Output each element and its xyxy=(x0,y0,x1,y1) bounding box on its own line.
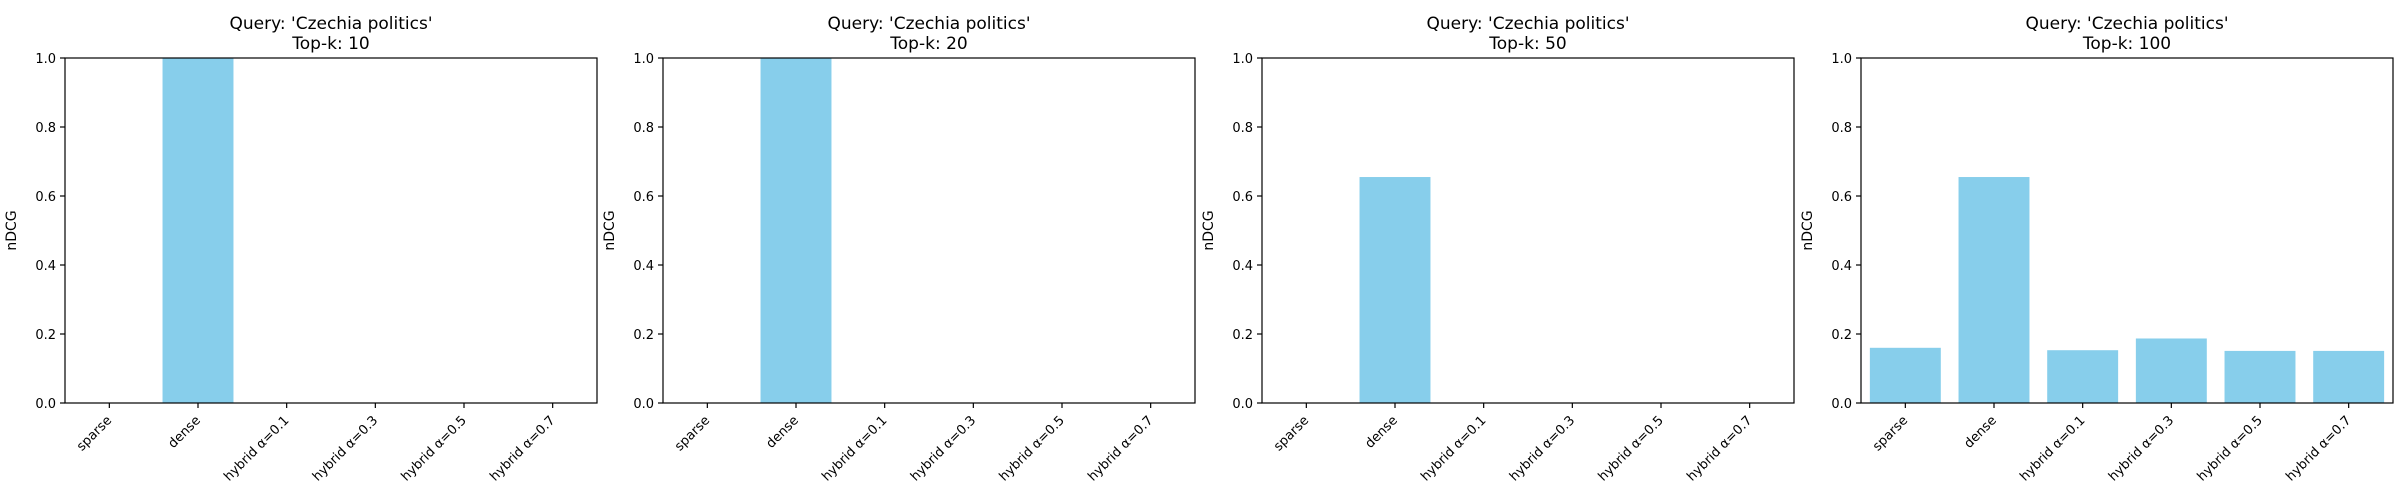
x-tick-label: hybrid α=0.3 xyxy=(908,413,979,484)
bar-4 xyxy=(2135,338,2207,403)
chart-title: Query: 'Czechia politics' xyxy=(1426,14,1629,34)
y-tick-label: 1.0 xyxy=(633,52,654,67)
y-tick-label: 0.6 xyxy=(633,190,654,205)
y-tick-label: 0.2 xyxy=(1232,328,1253,343)
x-tick-label: sparse xyxy=(1870,413,1911,454)
chart-title: Query: 'Czechia politics' xyxy=(827,14,1030,34)
axes-frame xyxy=(1860,57,2394,404)
axes-frame xyxy=(1261,57,1795,404)
bar-1 xyxy=(1869,347,1941,403)
y-tick-label: 0.4 xyxy=(633,259,654,274)
y-tick-label: 0.0 xyxy=(633,397,654,412)
y-tick-label: 0.2 xyxy=(1831,328,1852,343)
chart-panel-2: Query: 'Czechia politics'Top-k: 20 0.0 0.2… xyxy=(602,14,1196,484)
y-tick-label: 0.2 xyxy=(35,328,56,343)
chart-panel-1: Query: 'Czechia politics'Top-k: 10 0.0 0.2… xyxy=(4,14,598,484)
y-tick-label: 1.0 xyxy=(1232,52,1253,67)
y-axis-label: nDCG xyxy=(1800,210,1816,250)
bar-2 xyxy=(1958,177,2030,403)
axes-frame xyxy=(64,57,598,404)
y-tick-label: 1.0 xyxy=(1831,52,1852,67)
y-axis-label: nDCG xyxy=(4,210,20,250)
y-tick-label: 0.6 xyxy=(35,190,56,205)
y-tick-label: 0.6 xyxy=(1232,190,1253,205)
x-tick-label: hybrid α=0.5 xyxy=(1596,413,1667,484)
chart-subtitle: Top-k: 10 xyxy=(291,34,369,54)
x-tick-label: hybrid α=0.7 xyxy=(2283,413,2354,484)
bar-2 xyxy=(162,58,234,403)
x-tick-label: hybrid α=0.1 xyxy=(1418,413,1489,484)
y-tick-label: 0.4 xyxy=(35,259,56,274)
x-tick-label: dense xyxy=(763,413,801,451)
y-axis-label: nDCG xyxy=(1201,210,1217,250)
axes-frame xyxy=(662,57,1196,404)
x-tick-label: hybrid α=0.3 xyxy=(1507,413,1578,484)
y-tick-label: 0.8 xyxy=(1831,121,1852,136)
bar-5 xyxy=(2224,350,2296,403)
x-tick-label: sparse xyxy=(1271,413,1312,454)
x-tick-label: hybrid α=0.5 xyxy=(997,413,1068,484)
y-tick-label: 0.4 xyxy=(1232,259,1253,274)
x-tick-label: hybrid α=0.1 xyxy=(221,413,292,484)
x-tick-label: hybrid α=0.3 xyxy=(2106,413,2177,484)
y-axis-label: nDCG xyxy=(602,210,618,250)
chart-subtitle: Top-k: 50 xyxy=(1488,34,1566,54)
bar-2 xyxy=(760,58,832,403)
x-tick-label: hybrid α=0.5 xyxy=(399,413,470,484)
y-tick-label: 0.2 xyxy=(633,328,654,343)
x-tick-label: dense xyxy=(1362,413,1400,451)
x-tick-label: hybrid α=0.7 xyxy=(487,413,558,484)
x-tick-label: hybrid α=0.5 xyxy=(2195,413,2266,484)
y-tick-label: 1.0 xyxy=(35,52,56,67)
chart-subtitle: Top-k: 100 xyxy=(2082,34,2171,54)
chart-subtitle: Top-k: 20 xyxy=(889,34,967,54)
chart-title: Query: 'Czechia politics' xyxy=(2025,14,2228,34)
x-tick-label: hybrid α=0.7 xyxy=(1085,413,1156,484)
y-tick-label: 0.0 xyxy=(1831,397,1852,412)
bar-2 xyxy=(1359,177,1431,403)
y-tick-label: 0.0 xyxy=(35,397,56,412)
y-tick-label: 0.4 xyxy=(1831,259,1852,274)
x-tick-label: sparse xyxy=(672,413,713,454)
x-tick-label: hybrid α=0.1 xyxy=(2017,413,2088,484)
bar-3 xyxy=(2047,350,2119,403)
y-tick-label: 0.6 xyxy=(1831,190,1852,205)
y-tick-label: 0.8 xyxy=(633,121,654,136)
bar-6 xyxy=(2313,350,2385,403)
x-tick-label: sparse xyxy=(74,413,115,454)
chart-panel-4: Query: 'Czechia politics'Top-k: 100 0.0 0.… xyxy=(1800,14,2394,484)
chart-title: Query: 'Czechia politics' xyxy=(229,14,432,34)
chart-panel-3: Query: 'Czechia politics'Top-k: 50 0.0 0.2… xyxy=(1201,14,1795,484)
y-tick-label: 0.0 xyxy=(1232,397,1253,412)
x-tick-label: hybrid α=0.3 xyxy=(310,413,381,484)
x-tick-label: dense xyxy=(165,413,203,451)
x-tick-label: dense xyxy=(1961,413,1999,451)
y-tick-label: 0.8 xyxy=(1232,121,1253,136)
x-tick-label: hybrid α=0.7 xyxy=(1684,413,1755,484)
y-tick-label: 0.8 xyxy=(35,121,56,136)
x-tick-label: hybrid α=0.1 xyxy=(819,413,890,484)
